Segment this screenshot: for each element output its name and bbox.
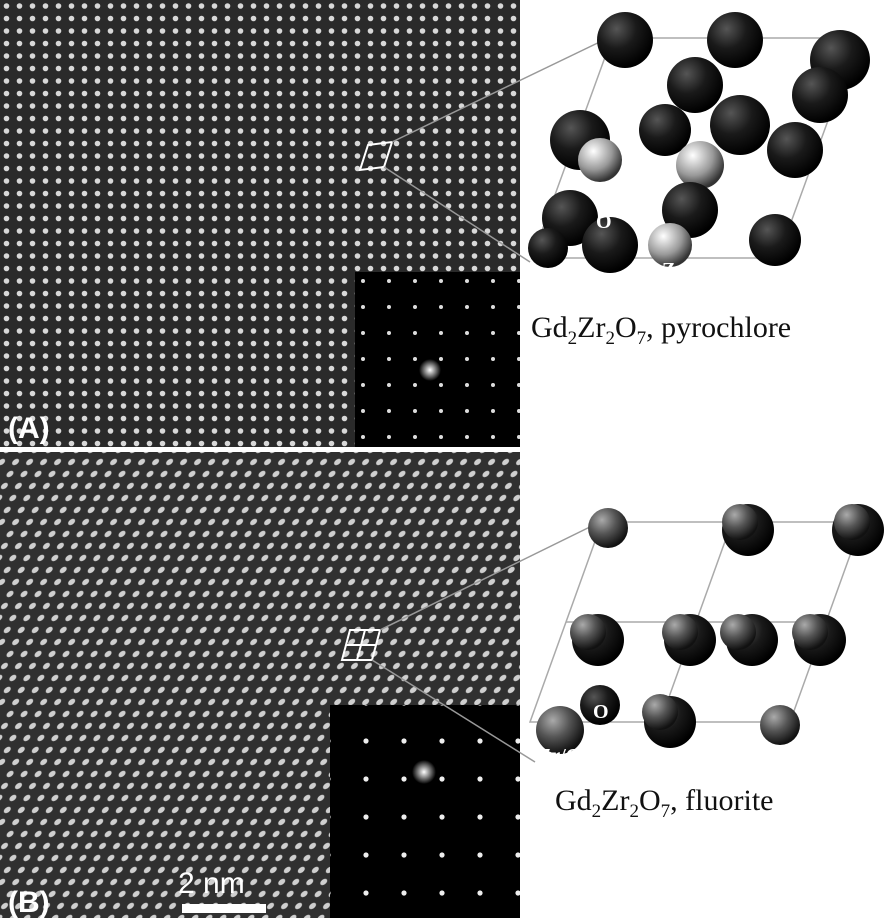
caption-part: 7 (661, 801, 671, 822)
atom (667, 57, 723, 113)
atom (720, 614, 756, 650)
panel-label: (A) (8, 412, 50, 445)
atom (767, 122, 823, 178)
diffraction-inset-a (355, 272, 520, 447)
caption-part: Gd (531, 311, 568, 344)
caption: Gd2Zr2O7, pyrochlore (531, 311, 791, 349)
atom (578, 138, 622, 182)
atom (570, 614, 606, 650)
caption-part: O (615, 311, 637, 344)
atom (528, 228, 568, 268)
caption-part: Gd (555, 784, 592, 817)
central-spot (412, 760, 436, 784)
atom-label: Zr/Gd (538, 745, 592, 767)
atom (588, 508, 628, 548)
atom (662, 614, 698, 650)
caption-part: 2 (606, 328, 616, 349)
central-spot (419, 359, 441, 381)
atom (597, 12, 653, 68)
caption-part: , fluorite (670, 784, 773, 817)
atom (792, 614, 828, 650)
atom (722, 504, 758, 540)
panel-label: (B) (8, 886, 50, 918)
diffraction-inset-b (330, 705, 520, 918)
caption-part: O (639, 784, 661, 817)
atom-label: O (593, 701, 609, 723)
caption-part: 2 (630, 801, 640, 822)
atom (749, 214, 801, 266)
separator (0, 447, 520, 452)
figure: (A) (B) 2 nm O Gd Zr O Zr/Gd Gd2Zr2O7, p… (0, 0, 891, 918)
atom (676, 141, 724, 189)
caption-part: Zr (577, 311, 605, 344)
atom (834, 504, 870, 540)
atom (760, 705, 800, 745)
caption-part: , pyrochlore (646, 311, 791, 344)
caption-part: 2 (568, 328, 578, 349)
caption-part: Zr (601, 784, 629, 817)
atom (707, 12, 763, 68)
caption-part: 2 (592, 801, 602, 822)
fluorite-model (530, 504, 884, 754)
caption: Gd2Zr2O7, fluorite (555, 784, 773, 822)
scale-bar (182, 904, 266, 913)
atom-label: Zr (662, 259, 684, 281)
atom-label: Gd (541, 270, 568, 292)
scale-bar-label: 2 nm (178, 867, 245, 900)
atom (710, 95, 770, 155)
atom (792, 67, 848, 123)
atom-label: O (596, 211, 612, 233)
atom (642, 694, 678, 730)
caption-part: 7 (637, 328, 647, 349)
